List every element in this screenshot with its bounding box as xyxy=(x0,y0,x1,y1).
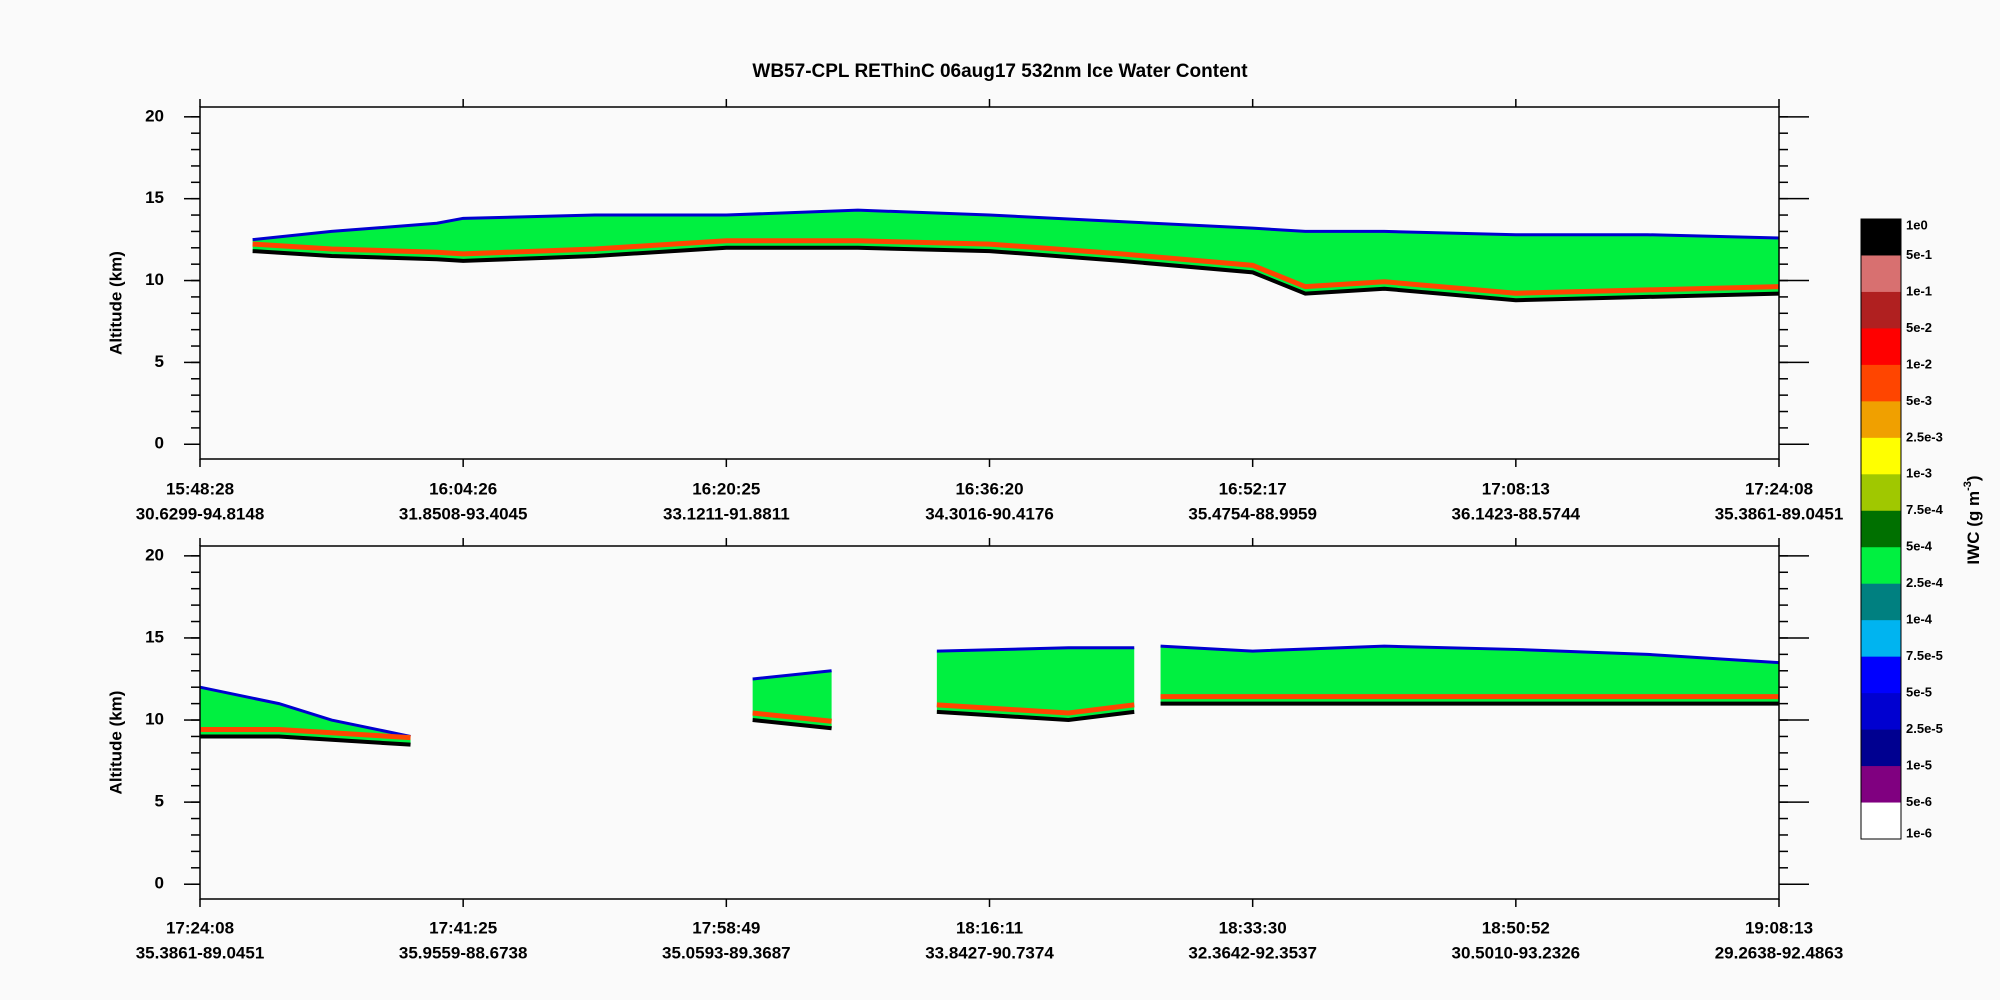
colorbar-swatch xyxy=(1861,401,1901,439)
x-tick-label: 16:52:17 xyxy=(1219,479,1287,498)
colorbar-title-exponent: -3 xyxy=(1962,481,1974,491)
x-tick-label: 18:33:30 xyxy=(1219,918,1287,937)
y-tick-label: 10 xyxy=(145,710,164,729)
x-tick-location: 35.3861-89.0451 xyxy=(136,943,265,962)
colorbar-label: 1e0 xyxy=(1906,217,1928,232)
x-tick-location: 33.8427-90.7374 xyxy=(925,943,1054,962)
y-tick-label: 0 xyxy=(155,434,164,453)
colorbar-label: 1e-1 xyxy=(1906,283,1932,298)
x-tick-label: 17:58:49 xyxy=(692,918,760,937)
y-tick-label: 15 xyxy=(145,188,164,207)
y-axis-label: Altitude (km) xyxy=(106,251,125,355)
colorbar-swatch xyxy=(1861,474,1901,512)
colorbar-swatch xyxy=(1861,219,1901,256)
colorbar-label: 1e-5 xyxy=(1906,757,1932,772)
x-tick-location: 30.6299-94.8148 xyxy=(136,504,265,523)
colorbar-label: 7.5e-5 xyxy=(1906,648,1943,663)
x-tick-label: 16:20:25 xyxy=(692,479,760,498)
colorbar-swatch xyxy=(1861,364,1901,402)
colorbar-swatch xyxy=(1861,510,1901,548)
y-tick-label: 20 xyxy=(145,545,164,564)
x-tick-label: 17:24:08 xyxy=(1745,479,1813,498)
y-tick-label: 10 xyxy=(145,270,164,289)
colorbar-label: 2.5e-5 xyxy=(1906,721,1943,736)
x-tick-location: 32.3642-92.3537 xyxy=(1188,943,1317,962)
x-tick-label: 17:24:08 xyxy=(166,918,234,937)
colorbar-label: 5e-5 xyxy=(1906,685,1932,700)
colorbar-label: 1e-6 xyxy=(1906,825,1932,840)
cloud-area xyxy=(200,646,1779,745)
x-tick-label: 17:08:13 xyxy=(1482,479,1550,498)
x-tick-label: 15:48:28 xyxy=(166,479,234,498)
cloud-base-edge xyxy=(252,245,1780,303)
y-tick-label: 0 xyxy=(155,874,164,893)
x-tick-label: 18:50:52 xyxy=(1482,918,1550,937)
x-tick-location: 35.3861-89.0451 xyxy=(1715,504,1844,523)
colorbar-swatch xyxy=(1861,255,1901,293)
cloud-mid-band xyxy=(252,238,1780,296)
cloud-base-edge xyxy=(200,701,1779,747)
x-tick-location: 31.8508-93.4045 xyxy=(399,504,528,523)
colorbar-label: 5e-6 xyxy=(1906,794,1932,809)
colorbar-swatch xyxy=(1861,693,1901,731)
x-tick-location: 35.9559-88.6738 xyxy=(399,943,528,962)
colorbar-label: 7.5e-4 xyxy=(1906,502,1944,517)
colorbar-title: IWC (g m-3) xyxy=(1962,475,1984,564)
cloud-mid-band xyxy=(200,694,1779,741)
colorbar-title-text: IWC (g m xyxy=(1964,491,1983,565)
x-tick-location: 29.2638-92.4863 xyxy=(1715,943,1844,962)
colorbar-swatch xyxy=(1861,729,1901,767)
x-tick-label: 16:04:26 xyxy=(429,479,497,498)
cloud-top-edge xyxy=(252,208,1780,242)
colorbar-swatch xyxy=(1861,437,1901,475)
colorbar-swatch xyxy=(1861,547,1901,585)
y-tick-label: 5 xyxy=(155,352,164,371)
colorbar-label: 1e-4 xyxy=(1906,612,1933,627)
x-tick-location: 35.0593-89.3687 xyxy=(662,943,791,962)
colorbar-swatch xyxy=(1861,656,1901,694)
colorbar-swatch xyxy=(1861,620,1901,658)
x-tick-location: 35.4754-88.9959 xyxy=(1188,504,1317,523)
x-tick-location: 36.1423-88.5744 xyxy=(1452,504,1581,523)
colorbar-frame xyxy=(1860,218,1902,840)
x-tick-location: 34.3016-90.4176 xyxy=(925,504,1054,523)
x-tick-location: 30.5010-93.2326 xyxy=(1452,943,1581,962)
colorbar-label: 1e-3 xyxy=(1906,466,1932,481)
colorbar-swatch xyxy=(1861,766,1901,804)
colorbar-swatch xyxy=(1861,802,1901,840)
colorbar-label: 2.5e-3 xyxy=(1906,429,1943,444)
y-tick-label: 15 xyxy=(145,627,164,646)
y-axis-label: Altitude (km) xyxy=(106,691,125,795)
colorbar-label: 5e-4 xyxy=(1906,539,1933,554)
colorbar-label: 1e-2 xyxy=(1906,356,1932,371)
x-tick-label: 16:36:20 xyxy=(955,479,1023,498)
y-tick-label: 20 xyxy=(145,106,164,125)
colorbar-label: 5e-2 xyxy=(1906,320,1932,335)
colorbar-swatch xyxy=(1861,328,1901,366)
chart-title: WB57-CPL REThinC 06aug17 532nm Ice Water… xyxy=(752,61,1248,82)
x-tick-label: 17:41:25 xyxy=(429,918,497,937)
colorbar-swatch xyxy=(1861,291,1901,329)
colorbar-label: 5e-3 xyxy=(1906,393,1932,408)
colorbar-title-suffix: ) xyxy=(1964,475,1983,481)
x-tick-label: 18:16:11 xyxy=(956,918,1023,937)
x-tick-label: 19:08:13 xyxy=(1745,918,1813,937)
x-tick-location: 33.1211-91.8811 xyxy=(663,504,790,523)
colorbar-label: 2.5e-4 xyxy=(1906,575,1944,590)
colorbar-label: 5e-1 xyxy=(1906,247,1932,262)
y-tick-label: 5 xyxy=(155,792,164,811)
colorbar-swatch xyxy=(1861,583,1901,621)
cloud-top-edge xyxy=(199,644,1780,738)
